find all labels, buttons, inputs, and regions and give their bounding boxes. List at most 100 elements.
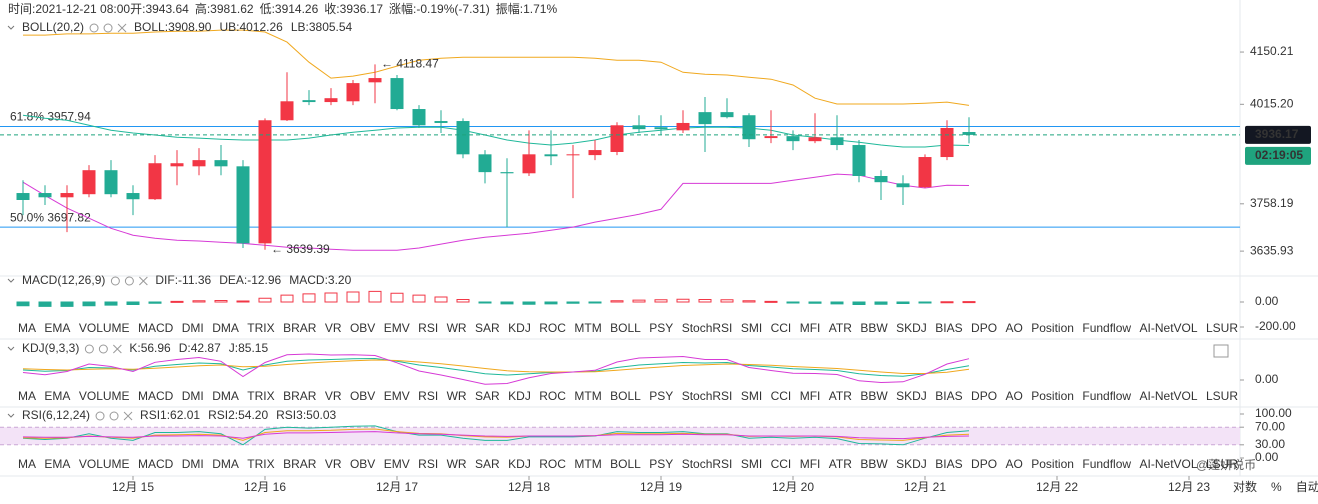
indicator-tab[interactable]: LSUR: [1206, 457, 1238, 471]
indicator-tab[interactable]: VOLUME: [79, 389, 130, 403]
indicator-tab[interactable]: ATR: [829, 321, 852, 335]
indicator-tab[interactable]: PSY: [649, 321, 673, 335]
indicator-tab[interactable]: CCI: [771, 457, 792, 471]
indicator-tab[interactable]: MA: [18, 389, 36, 403]
chevron-icon[interactable]: [7, 413, 15, 418]
indicator-tab[interactable]: EMA: [44, 389, 70, 403]
indicator-tab[interactable]: AI-NetVOL: [1140, 389, 1198, 403]
indicator-tab[interactable]: StochRSI: [682, 389, 733, 403]
scale-control[interactable]: %: [1271, 480, 1282, 494]
indicator-tab[interactable]: OBV: [350, 321, 375, 335]
indicator-tab[interactable]: BOLL: [610, 457, 641, 471]
visibility-icon[interactable]: [95, 411, 105, 421]
indicator-tab[interactable]: MTM: [574, 389, 601, 403]
indicator-tab[interactable]: EMV: [384, 321, 410, 335]
indicator-tab[interactable]: WR: [447, 457, 467, 471]
indicator-tab[interactable]: DPO: [971, 457, 997, 471]
settings-icon[interactable]: [109, 411, 119, 421]
indicator-tab[interactable]: OBV: [350, 389, 375, 403]
indicator-tab[interactable]: PSY: [649, 457, 673, 471]
indicator-tab[interactable]: RSI: [418, 389, 438, 403]
indicator-tab[interactable]: MTM: [574, 457, 601, 471]
scale-control[interactable]: 自动: [1296, 480, 1318, 494]
indicator-tab[interactable]: SKDJ: [896, 457, 927, 471]
indicator-tab[interactable]: MACD: [138, 389, 174, 403]
chevron-icon[interactable]: [7, 25, 15, 30]
indicator-tab[interactable]: VOLUME: [79, 457, 130, 471]
indicator-tab[interactable]: BBW: [860, 457, 888, 471]
indicator-tab[interactable]: DPO: [971, 321, 997, 335]
indicator-tab[interactable]: AO: [1005, 321, 1022, 335]
indicator-tab[interactable]: AI-NetVOL: [1140, 321, 1198, 335]
indicator-tab[interactable]: DMI: [182, 457, 204, 471]
indicator-tab[interactable]: ROC: [539, 457, 566, 471]
close-icon[interactable]: [139, 276, 148, 286]
indicator-tab[interactable]: MA: [18, 321, 36, 335]
indicator-tab[interactable]: SAR: [475, 389, 500, 403]
indicator-tab[interactable]: MACD: [138, 321, 174, 335]
indicator-tab[interactable]: EMA: [44, 321, 70, 335]
indicator-tab[interactable]: WR: [447, 389, 467, 403]
indicator-tab[interactable]: ROC: [539, 321, 566, 335]
indicator-tab[interactable]: SAR: [475, 457, 500, 471]
indicator-tab[interactable]: SMI: [741, 457, 762, 471]
indicator-tab[interactable]: BBW: [860, 321, 888, 335]
settings-icon[interactable]: [103, 23, 113, 33]
indicator-tab[interactable]: CCI: [771, 321, 792, 335]
indicator-tab[interactable]: RSI: [418, 321, 438, 335]
indicator-tab[interactable]: BIAS: [935, 321, 962, 335]
indicator-tab[interactable]: Position: [1031, 457, 1074, 471]
indicator-tab[interactable]: WR: [447, 321, 467, 335]
indicator-tab[interactable]: MFI: [800, 389, 821, 403]
indicator-tab[interactable]: DMA: [212, 389, 239, 403]
indicator-tab[interactable]: BRAR: [283, 389, 317, 403]
indicator-tab[interactable]: LSUR: [1206, 389, 1238, 403]
indicator-tab[interactable]: SKDJ: [896, 321, 927, 335]
indicator-tab[interactable]: DMI: [182, 321, 204, 335]
indicator-tab[interactable]: PSY: [649, 389, 673, 403]
indicator-tab[interactable]: EMA: [44, 457, 70, 471]
indicator-tab[interactable]: EMV: [384, 389, 410, 403]
indicator-tab[interactable]: BOLL: [610, 389, 641, 403]
indicator-tab[interactable]: SMI: [741, 389, 762, 403]
expand-icon[interactable]: [1213, 344, 1229, 358]
indicator-tab[interactable]: SMI: [741, 321, 762, 335]
indicator-tab[interactable]: StochRSI: [682, 457, 733, 471]
chevron-icon[interactable]: [7, 346, 15, 351]
visibility-icon[interactable]: [89, 23, 99, 33]
indicator-tab[interactable]: BRAR: [283, 457, 317, 471]
indicator-tab[interactable]: AI-NetVOL: [1140, 457, 1198, 471]
indicator-tab[interactable]: MFI: [800, 321, 821, 335]
close-icon[interactable]: [117, 23, 127, 33]
indicator-tab[interactable]: TRIX: [247, 321, 274, 335]
indicator-tab[interactable]: DMA: [212, 457, 239, 471]
settings-icon[interactable]: [98, 344, 108, 354]
indicator-tab[interactable]: ROC: [539, 389, 566, 403]
chevron-icon[interactable]: [7, 278, 15, 283]
indicator-tab[interactable]: DMI: [182, 389, 204, 403]
indicator-tab[interactable]: ATR: [829, 389, 852, 403]
indicator-tab[interactable]: OBV: [350, 457, 375, 471]
indicator-tab[interactable]: BIAS: [935, 389, 962, 403]
indicator-tab[interactable]: VR: [325, 321, 342, 335]
indicator-tab[interactable]: CCI: [771, 389, 792, 403]
indicator-tab[interactable]: MACD: [138, 457, 174, 471]
indicator-tab[interactable]: VR: [325, 389, 342, 403]
indicator-tab[interactable]: VR: [325, 457, 342, 471]
indicator-tab[interactable]: MTM: [574, 321, 601, 335]
indicator-tab[interactable]: AO: [1005, 389, 1022, 403]
indicator-tab[interactable]: Fundflow: [1082, 389, 1131, 403]
indicator-tab[interactable]: Fundflow: [1082, 457, 1131, 471]
indicator-tab[interactable]: DPO: [971, 389, 997, 403]
close-icon[interactable]: [123, 411, 133, 421]
indicator-tab[interactable]: ATR: [829, 457, 852, 471]
visibility-icon[interactable]: [110, 276, 120, 286]
indicator-tab[interactable]: SKDJ: [896, 389, 927, 403]
indicator-tab[interactable]: MFI: [800, 457, 821, 471]
indicator-tab[interactable]: Position: [1031, 389, 1074, 403]
scale-control[interactable]: 对数: [1233, 479, 1257, 494]
indicator-tab[interactable]: VOLUME: [79, 321, 130, 335]
indicator-tab[interactable]: KDJ: [508, 457, 531, 471]
indicator-tab[interactable]: BIAS: [935, 457, 962, 471]
indicator-tab[interactable]: TRIX: [247, 389, 274, 403]
